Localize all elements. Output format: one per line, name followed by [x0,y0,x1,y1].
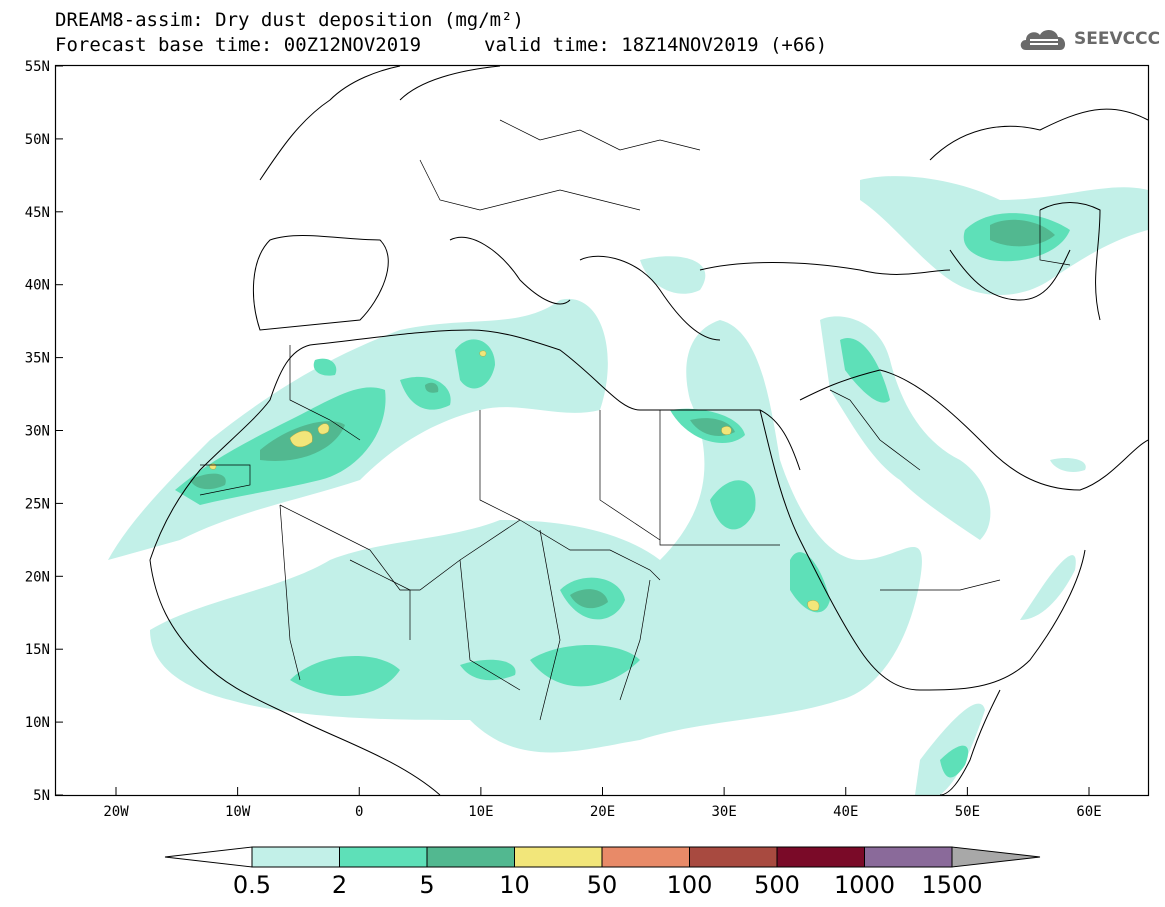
longitude-axis: 20W 10W 0 10E 20E 30E 40E 50E 60E [103,787,1102,820]
lon-label: 0 [355,804,363,820]
colorbar-swatch [776,846,865,868]
forecast-base-time: Forecast base time: 00Z12NOV2019 [55,34,422,56]
colorbar-high-end [951,846,1041,868]
colorbar-label: 0.5 [233,871,271,899]
valid-time: valid time: 18Z14NOV2019 (+66) [484,34,828,56]
colorbar-low-end [164,846,253,868]
colorbar-swatch [426,846,515,868]
lat-label: 30N [25,424,50,440]
lon-label: 10W [225,804,251,820]
lat-label: 25N [25,496,50,512]
lat-label: 5N [33,788,50,804]
lon-label: 30E [711,804,736,820]
colorbar-swatch [514,846,603,868]
lat-label: 35N [25,351,50,367]
colorbar-swatch [864,846,953,868]
colorbar: 0.5 2 5 10 50 100 500 1000 1500 [164,846,1041,899]
lat-label: 10N [25,715,50,731]
colorbar-label: 50 [587,871,618,899]
colorbar-label: 1000 [834,871,895,899]
colorbar-swatch [689,846,778,868]
latitude-axis: 55N 50N 45N 40N 35N 30N 25N 20N 15N 10N 5N [25,59,63,804]
lat-label: 45N [25,205,50,221]
colorbar-label: 1500 [921,871,982,899]
seevccc-logo: SEEVCCC [1018,26,1160,52]
cloud-icon [1020,29,1066,50]
lat-label: 40N [25,278,50,294]
dust-fields [108,66,1148,795]
colorbar-swatch [251,846,340,868]
lon-label: 20W [103,804,129,820]
lat-label: 15N [25,642,50,658]
colorbar-label: 500 [754,871,800,899]
lon-label: 20E [590,804,615,820]
colorbar-swatch [339,846,428,868]
colorbar-label: 2 [332,871,347,899]
lat-label: 50N [25,132,50,148]
logo-text: SEEVCCC [1074,29,1161,49]
lon-label: 60E [1076,804,1101,820]
map-title: DREAM8-assim: Dry dust deposition (mg/m²… [55,9,524,31]
coastlines [149,66,1148,795]
lat-label: 20N [25,569,50,585]
colorbar-label: 100 [667,871,713,899]
lat-label: 55N [25,59,50,75]
colorbar-label: 5 [419,871,434,899]
lon-label: 10E [468,804,493,820]
dust-level-4-areas [209,350,820,611]
colorbar-label: 10 [499,871,530,899]
lon-label: 50E [955,804,980,820]
lon-label: 40E [833,804,858,820]
colorbar-swatch [601,846,690,868]
country-borders [199,119,1071,721]
